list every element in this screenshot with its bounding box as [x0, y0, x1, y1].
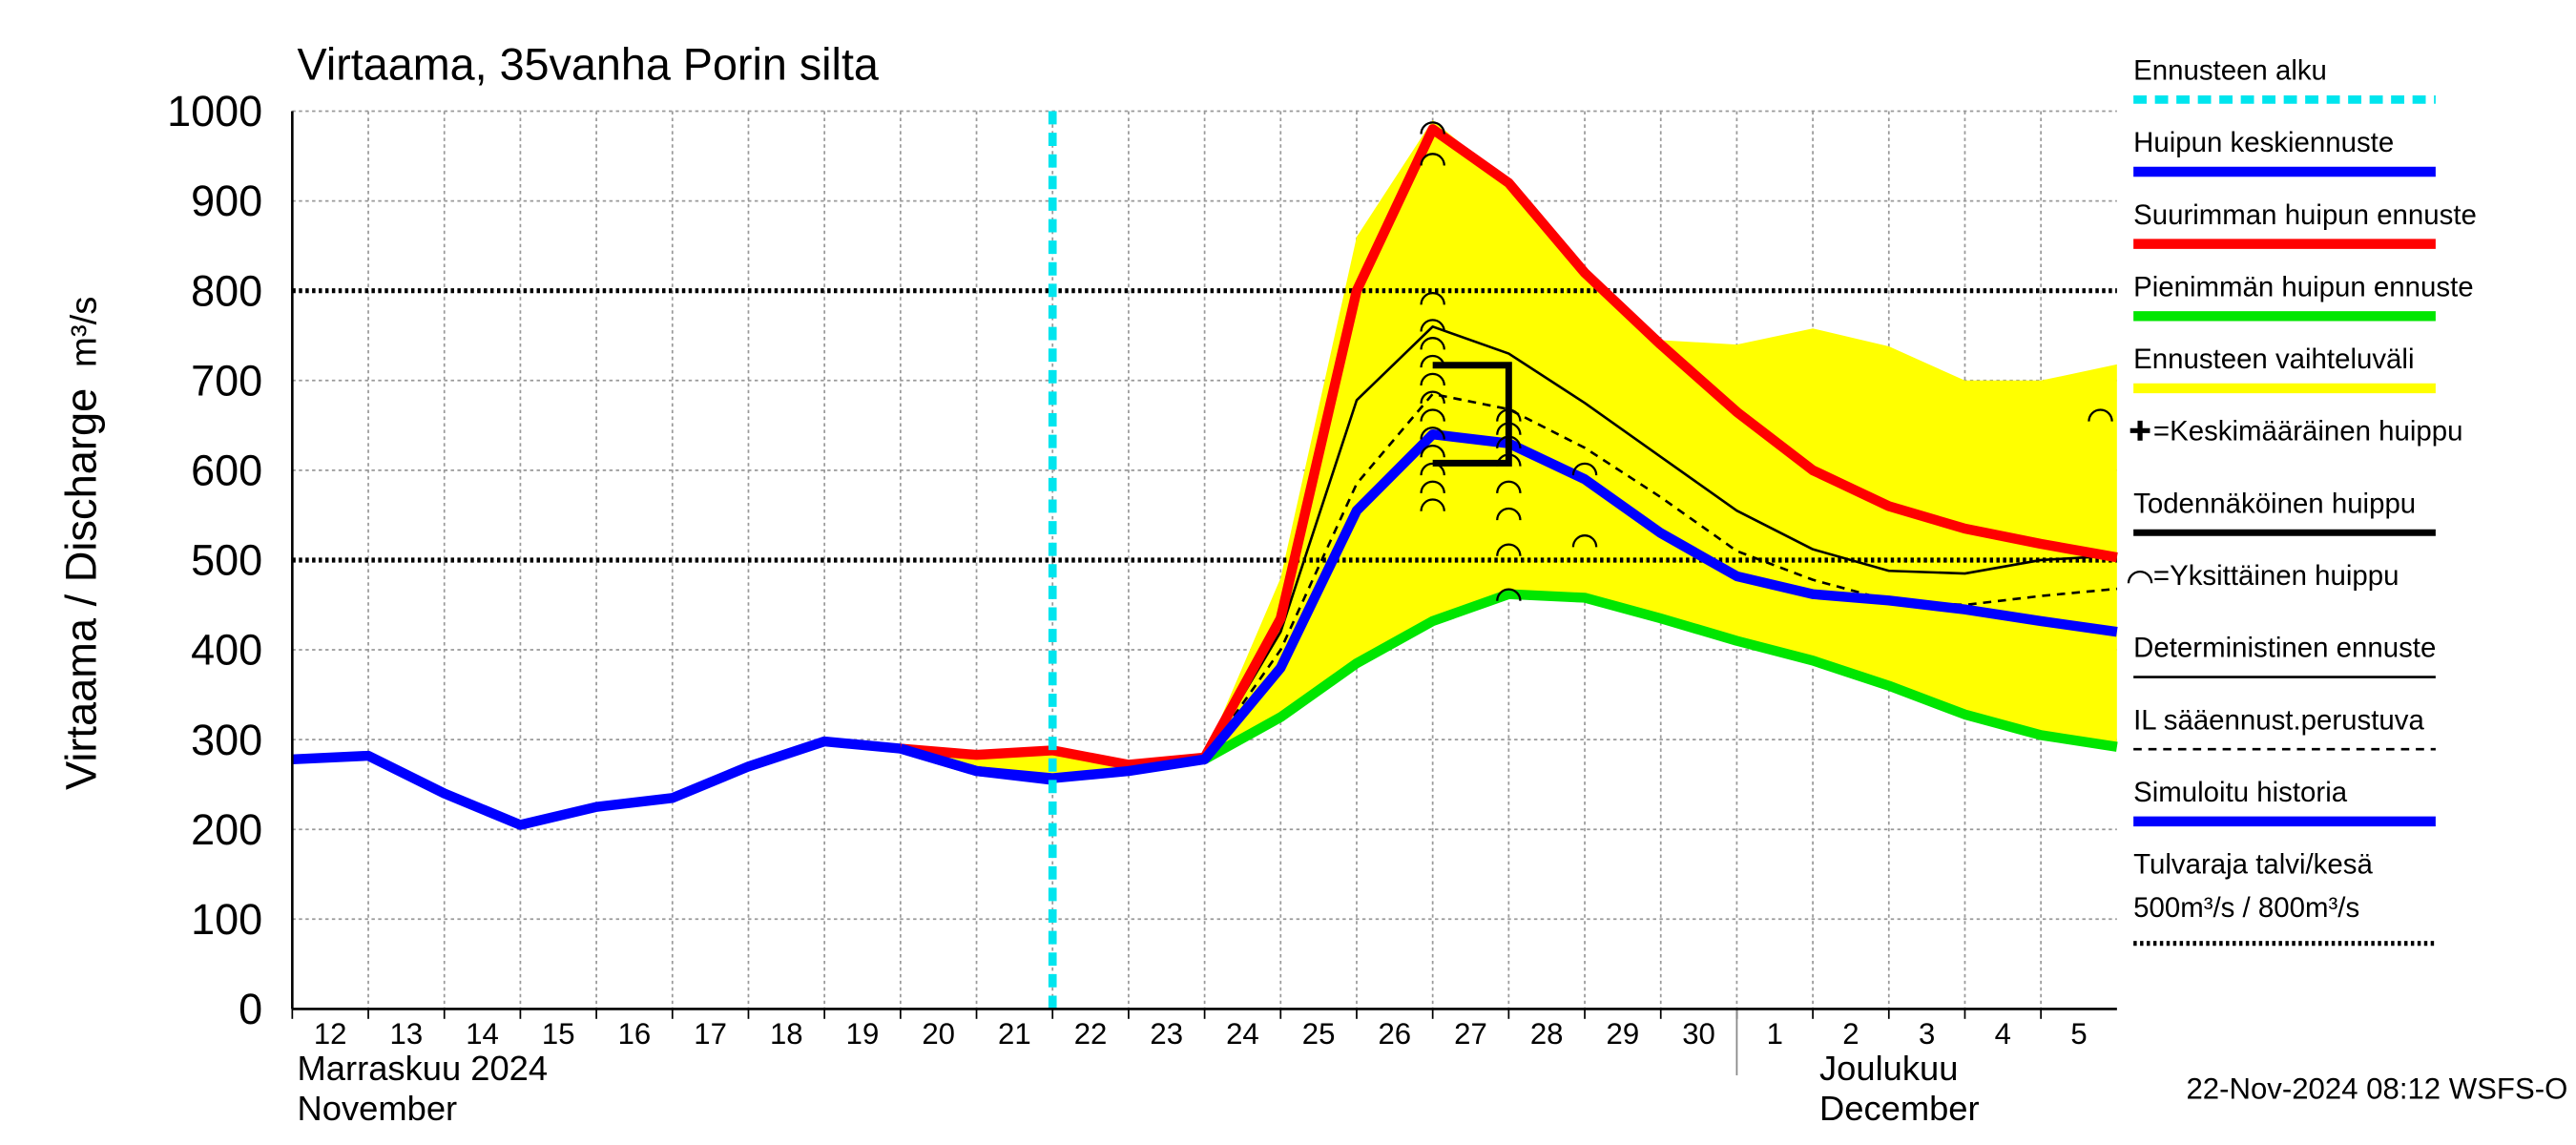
x-tick-label: 5 [2070, 1017, 2087, 1051]
y-tick-label: 200 [191, 805, 262, 854]
single-peak [1420, 408, 1445, 422]
x-tick-label: 30 [1682, 1017, 1715, 1051]
single-peak [1571, 462, 1598, 476]
single-peak [1496, 480, 1522, 493]
x-tick-label: 26 [1378, 1017, 1411, 1051]
y-tick-label: 1000 [167, 87, 262, 135]
single-peak [1420, 480, 1445, 493]
y-tick-label: 0 [239, 985, 262, 1033]
y-axis-unit: m³/s [63, 297, 104, 367]
x-tick-label: 22 [1074, 1017, 1108, 1051]
legend-label: Pienimmän huipun ennuste [2133, 271, 2473, 302]
x-tick-label: 12 [314, 1017, 347, 1051]
x-tick-label: 16 [618, 1017, 652, 1051]
month-label: Joulukuu [1819, 1049, 1958, 1088]
legend-symbol [2129, 420, 2150, 441]
y-tick-label: 300 [191, 716, 262, 764]
x-tick-label: 25 [1302, 1017, 1336, 1051]
legend-note: 500m³/s / 800m³/s [2133, 892, 2359, 924]
y-tick-label: 500 [191, 536, 262, 585]
x-tick-label: 3 [1919, 1017, 1935, 1051]
y-axis-label: Virtaama / Discharge [56, 388, 105, 790]
x-tick-label: 17 [694, 1017, 727, 1051]
single-peak [1496, 543, 1522, 556]
y-tick-label: 700 [191, 356, 262, 405]
legend-label: Tulvaraja talvi/kesä [2133, 849, 2373, 881]
x-tick-label: 29 [1607, 1017, 1640, 1051]
legend-label: =Yksittäinen huippu [2153, 560, 2399, 592]
legend-symbol [2127, 571, 2153, 584]
y-tick-label: 400 [191, 626, 262, 675]
x-tick-label: 18 [770, 1017, 803, 1051]
x-tick-label: 28 [1530, 1017, 1564, 1051]
month-label-en: December [1819, 1089, 1980, 1128]
x-tick-label: 14 [466, 1017, 499, 1051]
x-tick-label: 27 [1454, 1017, 1487, 1051]
single-peak [1420, 121, 1445, 135]
legend-label: =Keskimääräinen huippu [2153, 416, 2463, 448]
x-tick-label: 1 [1767, 1017, 1783, 1051]
single-peak [1496, 507, 1522, 521]
x-tick-label: 13 [390, 1017, 424, 1051]
month-label: Marraskuu 2024 [298, 1049, 549, 1088]
y-tick-label: 600 [191, 446, 262, 494]
single-peak [1420, 372, 1445, 386]
x-tick-label: 23 [1150, 1017, 1183, 1051]
x-tick-label: 2 [1842, 1017, 1859, 1051]
legend-label: Todennäköinen huippu [2133, 488, 2416, 519]
single-peak [1420, 498, 1445, 511]
y-tick-label: 900 [191, 177, 262, 225]
single-peak [1496, 588, 1522, 601]
series-line [1202, 589, 2118, 764]
x-tick-label: 19 [846, 1017, 880, 1051]
single-peak [1420, 337, 1445, 350]
single-peak [1420, 390, 1445, 404]
timestamp: 22-Nov-2024 08:12 WSFS-O [2186, 1072, 2567, 1105]
single-peak [1420, 319, 1445, 332]
legend-label: Deterministinen ennuste [2133, 633, 2436, 664]
month-label-en: November [298, 1089, 458, 1128]
single-peak [1420, 444, 1445, 458]
probable-peak [1432, 362, 1512, 467]
legend-label: Simuloitu historia [2133, 777, 2348, 808]
x-tick-label: 15 [542, 1017, 575, 1051]
chart-title: Virtaama, 35vanha Porin silta [298, 39, 880, 89]
legend-label: Suurimman huipun ennuste [2133, 199, 2477, 231]
legend-label: Ennusteen vaihteluväli [2133, 344, 2414, 375]
legend-label: Ennusteen alku [2133, 54, 2327, 86]
legend-label: IL sääennust.perustuva [2133, 704, 2424, 736]
single-peak [1420, 427, 1445, 440]
series-line [900, 124, 2118, 770]
y-tick-label: 800 [191, 266, 262, 315]
single-peak [1571, 534, 1598, 548]
y-tick-label: 100 [191, 895, 262, 944]
x-tick-label: 4 [1995, 1017, 2011, 1051]
single-peak [2088, 408, 2113, 422]
x-tick-label: 21 [998, 1017, 1031, 1051]
single-peak [1420, 153, 1445, 166]
single-peak [1420, 292, 1445, 305]
legend-label: Huipun keskiennuste [2133, 127, 2394, 158]
x-tick-label: 24 [1226, 1017, 1259, 1051]
x-tick-label: 20 [922, 1017, 955, 1051]
